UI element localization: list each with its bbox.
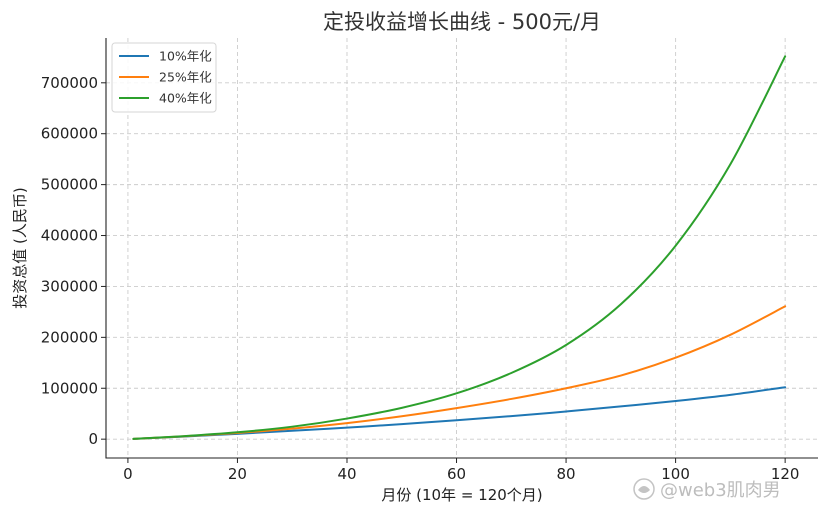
axes-spines xyxy=(105,38,818,459)
watermark-text: @web3肌肉男 xyxy=(660,480,781,501)
series-lines xyxy=(132,55,787,440)
x-tick-label: 100 xyxy=(661,465,690,483)
x-tick-label: 0 xyxy=(123,465,133,483)
y-tick-label: 700000 xyxy=(41,74,98,92)
y-tick-label: 400000 xyxy=(41,227,98,245)
x-axis-ticks: 0 20 40 60 80 100 120 xyxy=(123,458,799,483)
y-tick-label: 200000 xyxy=(41,328,98,346)
series-line-3 xyxy=(132,55,787,440)
x-tick-label: 40 xyxy=(337,465,356,483)
weibo-logo-icon xyxy=(633,478,655,500)
y-tick-label: 300000 xyxy=(41,277,98,295)
series-line-2 xyxy=(132,305,787,440)
x-tick-label: 120 xyxy=(771,465,800,483)
y-tick-label: 0 xyxy=(88,430,98,448)
legend-label-3: 40%年化 xyxy=(159,91,212,106)
watermark: @web3肌肉男 xyxy=(633,478,781,501)
x-tick-label: 60 xyxy=(447,465,466,483)
legend-label-1: 10%年化 xyxy=(159,49,212,64)
x-axis-label: 月份 (10年 = 120个月) xyxy=(381,486,542,504)
y-tick-label: 500000 xyxy=(41,176,98,194)
legend: 10%年化 25%年化 40%年化 xyxy=(111,42,217,113)
y-tick-label: 600000 xyxy=(41,125,98,143)
y-axis-label: 投资总值 (人民币) xyxy=(11,187,29,308)
legend-label-2: 25%年化 xyxy=(159,70,212,85)
y-tick-label: 100000 xyxy=(41,379,98,397)
x-tick-label: 20 xyxy=(228,465,247,483)
grid-lines xyxy=(106,38,818,458)
series-line-1 xyxy=(132,386,787,440)
x-tick-label: 80 xyxy=(557,465,576,483)
legend-box xyxy=(111,42,217,113)
y-axis-ticks: 0 100000 200000 300000 400000 500000 600000 700… xyxy=(41,74,106,448)
chart-title: 定投收益增长曲线 - 500元/月 xyxy=(323,10,601,34)
